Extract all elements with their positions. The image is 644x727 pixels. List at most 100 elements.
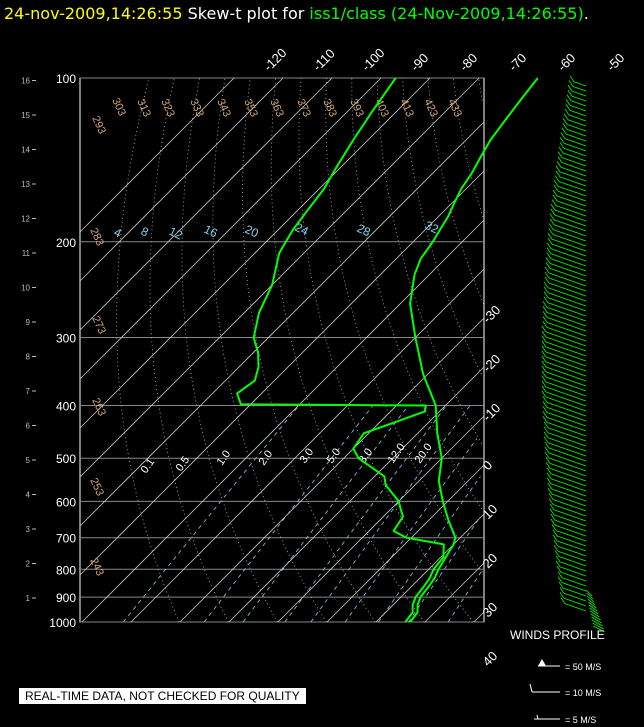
- wind-profile-title: WINDS PROFILE: [510, 628, 605, 642]
- wind-barb: [566, 128, 587, 137]
- wind-barb: [546, 411, 587, 427]
- wind-barb: [556, 540, 587, 552]
- wind-barb: [548, 447, 587, 462]
- wind-barb: [546, 306, 587, 322]
- wind-barb-flag: [560, 597, 566, 604]
- wind-barb: [550, 483, 587, 497]
- wind-barb: [553, 514, 587, 527]
- wind-barb: [551, 493, 587, 507]
- wind-barb: [545, 356, 587, 372]
- wind-barb-flag: [541, 325, 547, 333]
- wind-barb-flag: [542, 406, 548, 413]
- wind-barb: [552, 504, 587, 517]
- dry-adiabat-label: 373: [294, 97, 313, 119]
- wind-barb: [556, 535, 587, 547]
- wind-barb-flag: [541, 345, 547, 353]
- legend-barb-10-tick: [529, 683, 533, 693]
- mixing-ratio-mid-label: 1.0: [215, 448, 234, 467]
- height-tick-label: 14: [21, 146, 30, 155]
- wind-barb-flag: [545, 257, 551, 264]
- isotherm-line: [424, 562, 485, 623]
- wind-barb-flag: [546, 242, 552, 249]
- isotherm-top-label: -60: [555, 50, 579, 74]
- wind-barb-flag: [544, 451, 550, 459]
- wind-barb: [564, 138, 587, 147]
- wind-barb-flag: [566, 94, 572, 101]
- wind-barb-flag: [550, 518, 556, 526]
- wind-barb-flag: [556, 161, 562, 168]
- wind-barb-flag: [562, 123, 568, 130]
- wind-barb: [545, 336, 587, 352]
- dry-adiabat-label: 383: [320, 97, 339, 119]
- height-tick-label: 5: [26, 456, 31, 465]
- wind-barb-flag: [546, 252, 552, 259]
- wind-barb: [588, 601, 597, 609]
- wind-barb: [557, 185, 587, 197]
- dry-adiabat-label: 313: [134, 97, 153, 119]
- wind-barb: [573, 81, 587, 87]
- height-tick-label: 3: [26, 525, 31, 534]
- mixing-ratio-mid-label: 0.5: [174, 454, 193, 473]
- wind-barb: [553, 509, 587, 522]
- wind-legend-5: = 5 M/S: [565, 715, 597, 725]
- dry-adiabat: [212, 77, 327, 623]
- pressure-tick-label: 500: [56, 452, 76, 466]
- height-tick-label: 6: [26, 422, 31, 431]
- wind-barb: [550, 473, 587, 487]
- wind-barb-flag: [541, 360, 547, 368]
- wind-barb-flag: [559, 142, 565, 149]
- wind-barb: [586, 595, 595, 603]
- temperature-profile-line: [409, 77, 539, 623]
- wind-barb-flag: [547, 482, 553, 490]
- mixing-ratio-line: [284, 405, 447, 623]
- wind-barb: [550, 258, 587, 272]
- isotherm-right-label: 20: [480, 550, 501, 571]
- isotherm-line: [79, 77, 333, 331]
- wind-barb: [593, 625, 605, 633]
- dry-adiabat-label: 263: [89, 396, 108, 418]
- wind-barb-flag: [541, 370, 547, 378]
- wind-barb: [552, 234, 587, 247]
- wind-barb-flag: [569, 75, 575, 83]
- wind-barb-flag: [552, 189, 558, 197]
- mixing-ratio-label: 28: [355, 221, 373, 239]
- height-tick-label: 4: [26, 491, 31, 500]
- isotherm-top-label: -50: [604, 50, 628, 74]
- wind-barb: [559, 176, 587, 187]
- wind-barb: [562, 587, 587, 597]
- wind-barb-flag: [545, 462, 551, 469]
- wind-barb-flag: [542, 411, 548, 418]
- dry-adiabat-label: 393: [347, 97, 366, 119]
- wind-barb: [549, 263, 587, 277]
- wind-barb: [571, 95, 587, 102]
- dry-adiabat-label: 283: [87, 226, 106, 248]
- pressure-tick-label: 100: [56, 72, 76, 86]
- wind-barb-flag: [555, 555, 561, 563]
- wind-barb: [567, 119, 587, 127]
- wind-barb-flag: [543, 431, 549, 438]
- wind-barb: [559, 566, 587, 577]
- wind-barb: [591, 619, 603, 627]
- isotherm-top-label: -70: [506, 50, 530, 74]
- dry-adiabat-label: 353: [241, 97, 260, 119]
- wind-barb-flag: [545, 262, 551, 269]
- isotherm-line: [326, 464, 485, 623]
- isotherm-line: [179, 317, 485, 623]
- wind-barb: [557, 545, 587, 557]
- pressure-tick-label: 700: [56, 532, 76, 546]
- height-tick-label: 10: [21, 284, 30, 293]
- wind-barb: [547, 427, 587, 442]
- wind-barb-flag: [568, 80, 574, 87]
- wind-barb-flag: [559, 592, 565, 599]
- wind-barb: [589, 610, 600, 618]
- wind-barb-flag: [544, 266, 550, 274]
- wind-barb: [546, 421, 587, 437]
- wind-barb-flag: [547, 237, 553, 245]
- wind-barb: [563, 147, 587, 157]
- wind-barb-flag: [567, 89, 573, 97]
- wind-barb: [560, 166, 587, 177]
- isotherm-right-label: -10: [480, 400, 504, 424]
- wind-barb-flag: [550, 208, 556, 216]
- wind-barb: [545, 396, 587, 412]
- isotherm-line: [79, 77, 235, 233]
